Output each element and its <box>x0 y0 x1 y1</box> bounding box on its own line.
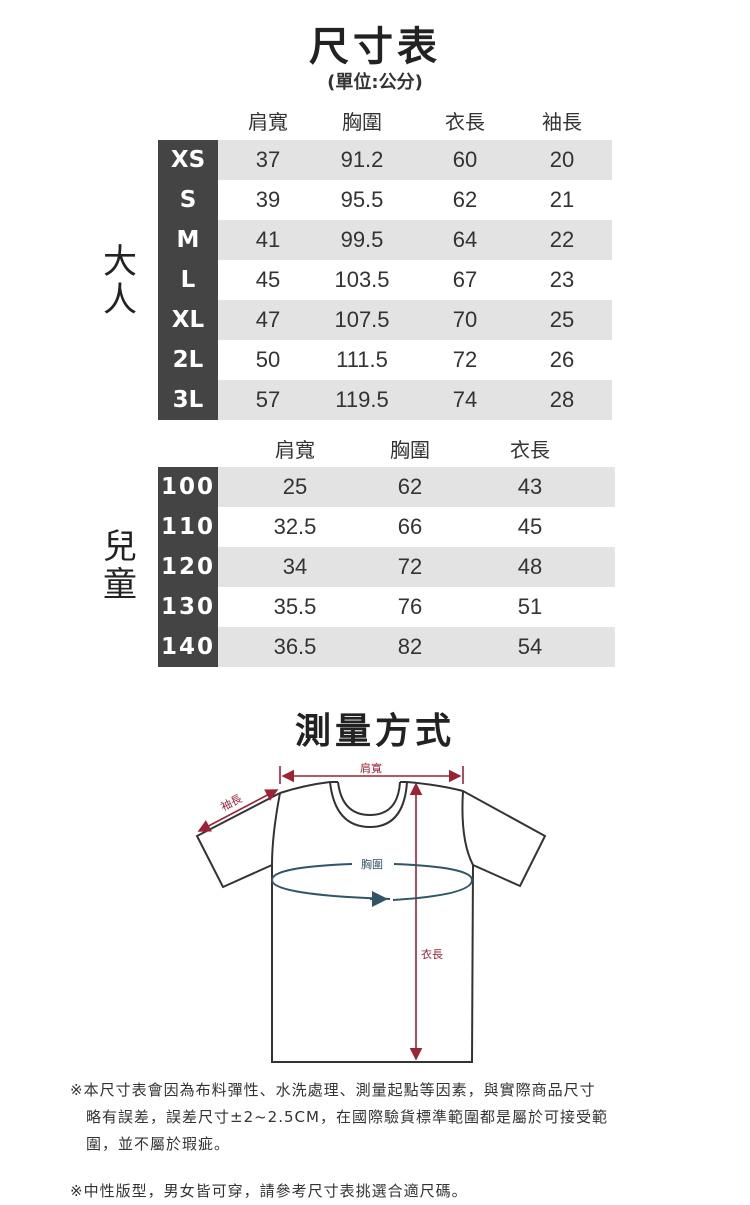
table-cell: 67 <box>452 267 478 292</box>
kids-group-label: 兒童 <box>103 527 137 605</box>
size-label: M <box>158 220 218 260</box>
table-row: XS 37 91.2 60 20 <box>158 140 612 180</box>
sleeve-label: 袖長 <box>218 791 244 813</box>
column-header: 袖長 <box>542 110 582 134</box>
table-cell: 39 <box>255 187 281 212</box>
table-cell: 95.5 <box>340 187 384 212</box>
table-row: 120 34 72 48 <box>158 547 615 587</box>
size-label: 140 <box>158 627 218 667</box>
note1-line2: 略有誤差，誤差尺寸±2~2.5CM，在國際驗貨標準範圍都是屬於可接受範 <box>86 1108 608 1126</box>
note2: ※中性版型，男女皆可穿，請參考尺寸表挑選合適尺碼。 <box>70 1182 468 1200</box>
note1-line3: 圍，並不屬於瑕疵。 <box>86 1135 231 1153</box>
table-cell: 47 <box>255 307 281 332</box>
table-cell: 103.5 <box>334 267 390 292</box>
table-row: S 39 95.5 62 21 <box>158 180 612 220</box>
table-cell: 35.5 <box>273 594 317 619</box>
table-row: 2L 50 111.5 72 26 <box>158 340 612 380</box>
table-cell: 72 <box>452 347 478 372</box>
notes: ※本尺寸表會因為布料彈性、水洗處理、測量起點等因素，與實際商品尺寸 略有誤差，誤… <box>70 1077 710 1205</box>
table-cell: 107.5 <box>334 307 390 332</box>
size-label: 3L <box>158 380 218 420</box>
table-cell: 26 <box>549 347 575 372</box>
table-row: 110 32.5 66 45 <box>158 507 615 547</box>
column-header: 胸圍 <box>390 438 430 462</box>
table-cell: 41 <box>255 227 281 252</box>
table-cell: 64 <box>452 227 478 252</box>
table-cell: 62 <box>452 187 478 212</box>
table-cell: 60 <box>452 147 478 172</box>
size-label: XL <box>158 300 218 340</box>
size-label: S <box>158 180 218 220</box>
table-cell: 111.5 <box>336 347 388 372</box>
table-row: 130 35.5 76 51 <box>158 587 615 627</box>
adult-group-label: 大人 <box>103 242 137 320</box>
size-label: L <box>158 260 218 300</box>
table-cell: 34 <box>282 554 308 579</box>
table-cell: 70 <box>452 307 478 332</box>
size-label: 130 <box>158 587 218 627</box>
table-cell: 50 <box>255 347 281 372</box>
measure-title: 測量方式 <box>294 711 455 752</box>
shoulder-label: 肩寬 <box>360 761 382 775</box>
table-row: M 41 99.5 64 22 <box>158 220 612 260</box>
table-cell: 62 <box>397 474 423 499</box>
table-cell: 25 <box>282 474 308 499</box>
table-cell: 82 <box>397 634 423 659</box>
table-cell: 32.5 <box>273 514 317 539</box>
note1-line1: ※本尺寸表會因為布料彈性、水洗處理、測量起點等因素，與實際商品尺寸 <box>70 1081 596 1099</box>
table-cell: 22 <box>549 227 575 252</box>
table-row: L 45 103.5 67 23 <box>158 260 612 300</box>
size-label: 100 <box>158 467 218 507</box>
chest-ellipse <box>270 863 474 907</box>
table-cell: 74 <box>452 387 478 412</box>
table-cell: 45 <box>255 267 281 292</box>
tshirt-outline <box>195 781 547 1063</box>
table-cell: 76 <box>397 594 423 619</box>
table-row: 140 36.5 82 54 <box>158 627 615 667</box>
table-cell: 119.5 <box>335 387 389 412</box>
table-cell: 91.2 <box>340 147 384 172</box>
table-row: 3L 57 119.5 74 28 <box>158 380 612 420</box>
table-cell: 99.5 <box>340 227 384 252</box>
table-cell: 54 <box>517 634 543 659</box>
column-header: 胸圍 <box>342 110 382 134</box>
size-label: XS <box>158 140 218 180</box>
length-label: 衣長 <box>421 947 443 961</box>
size-label: 110 <box>158 507 218 547</box>
table-cell: 66 <box>397 514 423 539</box>
table-cell: 20 <box>549 147 575 172</box>
table-cell: 48 <box>517 554 543 579</box>
column-header: 肩寬 <box>248 110 288 134</box>
size-label: 120 <box>158 547 218 587</box>
column-header: 衣長 <box>445 110 485 134</box>
table-cell: 45 <box>517 514 543 539</box>
chest-label: 胸圍 <box>361 857 383 871</box>
page-title: 尺寸表 <box>309 24 441 70</box>
table-cell: 23 <box>549 267 575 292</box>
table-cell: 37 <box>255 147 281 172</box>
table-cell: 36.5 <box>273 634 317 659</box>
table-row: 100 25 62 43 <box>158 467 615 507</box>
column-header: 肩寬 <box>275 438 315 462</box>
table-cell: 28 <box>549 387 575 412</box>
table-cell: 51 <box>517 594 543 619</box>
table-cell: 57 <box>255 387 281 412</box>
table-cell: 72 <box>397 554 423 579</box>
table-cell: 21 <box>549 187 575 212</box>
table-row: XL 47 107.5 70 25 <box>158 300 612 340</box>
size-label: 2L <box>158 340 218 380</box>
sleeve-arrow <box>197 789 279 832</box>
table-cell: 25 <box>549 307 575 332</box>
unit-label: (單位:公分) <box>327 72 423 93</box>
column-header: 衣長 <box>510 438 550 462</box>
table-cell: 43 <box>517 474 543 499</box>
